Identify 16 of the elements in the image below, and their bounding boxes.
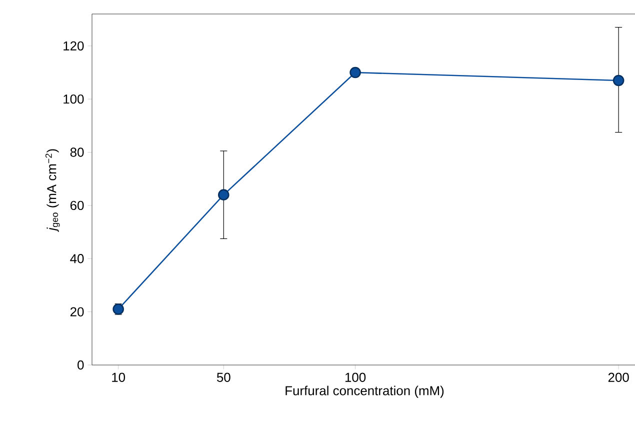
y-axis-title: j$_{geo}$ (mA cm$^{−2}$) bbox=[45, 149, 60, 232]
point bbox=[350, 66, 361, 78]
y-tick-label: 80 bbox=[70, 148, 84, 157]
y-tick-label: 40 bbox=[70, 254, 84, 264]
point bbox=[218, 189, 230, 200]
y-tick-label: 0 bbox=[78, 360, 84, 370]
point bbox=[612, 74, 624, 86]
x-tick-label: 50 bbox=[216, 372, 230, 382]
x-tick-label: 200 bbox=[608, 372, 629, 382]
x-axis-title: Furfural concentration (mM) bbox=[286, 386, 444, 398]
y-tick-label: 20 bbox=[70, 307, 84, 316]
y-tick-label: 60 bbox=[70, 200, 84, 210]
y-tick-label: 120 bbox=[64, 41, 84, 50]
y-tick-label: 100 bbox=[64, 94, 84, 104]
x-tick-label: 100 bbox=[345, 372, 366, 382]
x-tick-label: 10 bbox=[112, 372, 126, 382]
